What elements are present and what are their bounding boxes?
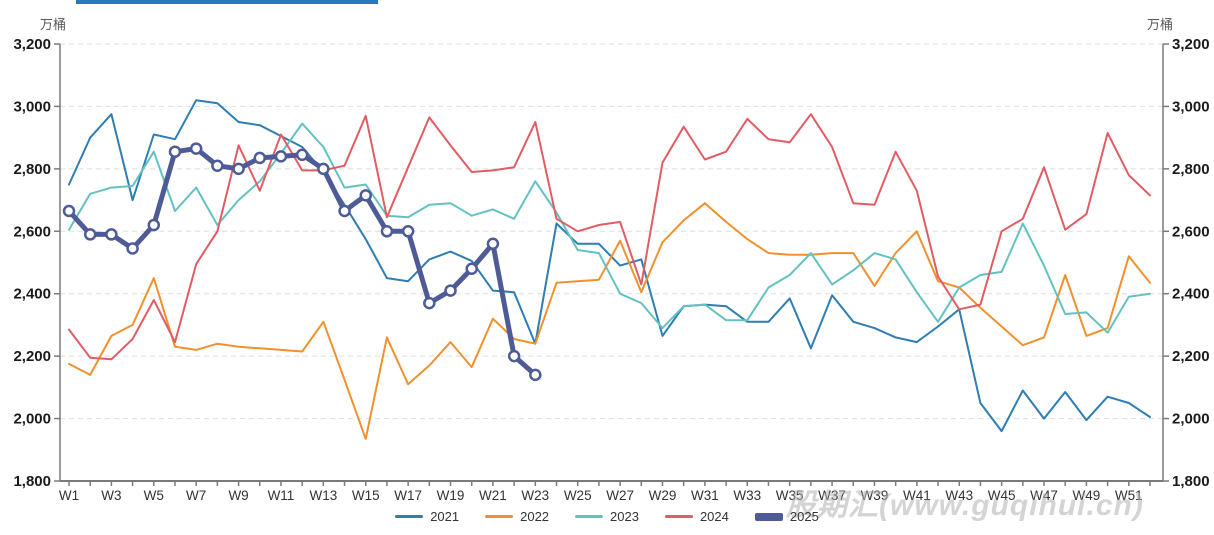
data-point-2025-w14 — [338, 204, 351, 218]
svg-text:W47: W47 — [1030, 488, 1058, 503]
svg-text:2,000: 2,000 — [13, 411, 51, 428]
svg-text:W19: W19 — [437, 488, 465, 503]
svg-text:W41: W41 — [903, 488, 931, 503]
series-line-2024 — [68, 113, 1151, 361]
legend-swatch-2025 — [754, 512, 783, 521]
legend-swatch-2022 — [485, 514, 514, 519]
x-axis-labels: W1 W3 W5 W7 W9 W11 W13 W15 W17 W19 W21 W23 W25 W27 W29… — [59, 481, 1151, 503]
data-point-2025-w7 — [189, 142, 203, 155]
series-2021 — [68, 99, 1151, 433]
svg-text:2,400: 2,400 — [1172, 286, 1210, 303]
data-point-2025-w9 — [232, 162, 245, 176]
svg-text:W25: W25 — [564, 488, 592, 503]
svg-text:W1: W1 — [59, 488, 79, 503]
svg-text:2,200: 2,200 — [13, 348, 51, 365]
data-point-2025-w13 — [317, 162, 330, 176]
data-point-2025-w8 — [211, 159, 224, 172]
data-point-2025-w4 — [126, 242, 139, 255]
series-2022 — [68, 202, 1151, 440]
series-2024 — [68, 113, 1151, 361]
svg-text:2,400: 2,400 — [13, 286, 51, 303]
legend-label-2022: 2022 — [520, 509, 550, 524]
data-point-2025-w5 — [147, 218, 161, 232]
series-line-2023 — [68, 122, 1151, 334]
legend-item-2025[interactable]: 2025 — [754, 509, 819, 524]
gridlines — [60, 43, 1163, 420]
svg-text:2,600: 2,600 — [1172, 223, 1210, 240]
legend-label-2021: 2021 — [430, 509, 460, 524]
svg-text:W21: W21 — [479, 488, 507, 503]
data-point-2025-w23 — [529, 368, 542, 382]
unit-label-left: 万桶 — [40, 17, 67, 32]
svg-text:W27: W27 — [606, 488, 634, 503]
data-point-2025-w15 — [359, 189, 372, 202]
svg-text:W43: W43 — [945, 488, 973, 503]
data-point-2025-w17 — [401, 225, 415, 238]
data-point-2025-w11 — [274, 150, 288, 163]
data-point-2025-w21 — [486, 237, 500, 251]
svg-text:W35: W35 — [776, 488, 804, 503]
legend-item-2023[interactable]: 2023 — [575, 509, 639, 524]
legend: 2021 2022 2023 2024 2025 — [0, 509, 1214, 524]
svg-text:W33: W33 — [733, 488, 761, 503]
axes — [59, 44, 1164, 482]
svg-text:W9: W9 — [228, 488, 248, 503]
svg-text:W3: W3 — [101, 488, 121, 503]
series-2025 — [62, 142, 542, 382]
svg-text:W49: W49 — [1073, 488, 1101, 503]
svg-text:3,200: 3,200 — [13, 36, 51, 53]
svg-text:W37: W37 — [818, 488, 846, 503]
svg-text:W15: W15 — [352, 488, 380, 503]
data-point-2025-w20 — [465, 262, 478, 275]
data-point-2025-w19 — [444, 284, 457, 297]
data-point-2025-w6 — [168, 145, 182, 158]
legend-label-2024: 2024 — [699, 509, 729, 524]
legend-swatch-2023 — [575, 514, 604, 519]
legend-item-2021[interactable]: 2021 — [395, 509, 459, 524]
svg-text:1,800: 1,800 — [1172, 473, 1210, 490]
svg-text:3,000: 3,000 — [1172, 98, 1210, 115]
data-point-2025-w3 — [105, 228, 118, 241]
svg-text:W23: W23 — [521, 488, 549, 503]
data-point-2025-w10 — [253, 151, 267, 165]
series-2023 — [68, 122, 1151, 334]
svg-text:3,000: 3,000 — [13, 98, 51, 115]
svg-text:W31: W31 — [691, 488, 719, 503]
top-accent-bar — [76, 0, 378, 4]
svg-text:W39: W39 — [861, 488, 889, 503]
legend-swatch-2021 — [395, 514, 424, 519]
data-point-2025-w12 — [295, 148, 309, 162]
data-point-2025-w1 — [62, 204, 76, 218]
svg-text:W51: W51 — [1115, 488, 1143, 503]
svg-text:2,600: 2,600 — [13, 223, 51, 240]
series-line-2021 — [68, 99, 1151, 433]
svg-text:W29: W29 — [649, 488, 677, 503]
data-point-2025-w16 — [380, 225, 394, 238]
unit-label-right: 万桶 — [1147, 17, 1174, 32]
data-point-2025-w2 — [83, 228, 97, 241]
svg-text:W45: W45 — [988, 488, 1016, 503]
svg-text:W13: W13 — [309, 488, 337, 503]
series-line-2022 — [68, 202, 1151, 440]
legend-label-2023: 2023 — [610, 509, 639, 524]
svg-text:W17: W17 — [394, 488, 422, 503]
legend-item-2024[interactable]: 2024 — [664, 509, 729, 524]
svg-text:2,200: 2,200 — [1172, 348, 1210, 365]
legend-item-2022[interactable]: 2022 — [485, 509, 549, 524]
data-point-2025-w18 — [423, 296, 436, 310]
legend-swatch-2024 — [664, 514, 693, 519]
svg-text:2,800: 2,800 — [13, 161, 51, 178]
data-point-2025-w22 — [507, 349, 521, 363]
legend-label-2025: 2025 — [789, 509, 819, 524]
svg-text:1,800: 1,800 — [13, 473, 51, 490]
svg-text:W11: W11 — [268, 488, 295, 503]
svg-text:3,200: 3,200 — [1172, 36, 1210, 53]
svg-text:W7: W7 — [186, 488, 206, 503]
svg-text:2,800: 2,800 — [1172, 161, 1210, 178]
svg-text:2,000: 2,000 — [1172, 411, 1210, 428]
y-axis-labels: 1,800 1,800 2,000 2,000 2,200 2,200 2,400 2,400… — [13, 36, 1209, 490]
svg-text:W5: W5 — [144, 488, 164, 503]
